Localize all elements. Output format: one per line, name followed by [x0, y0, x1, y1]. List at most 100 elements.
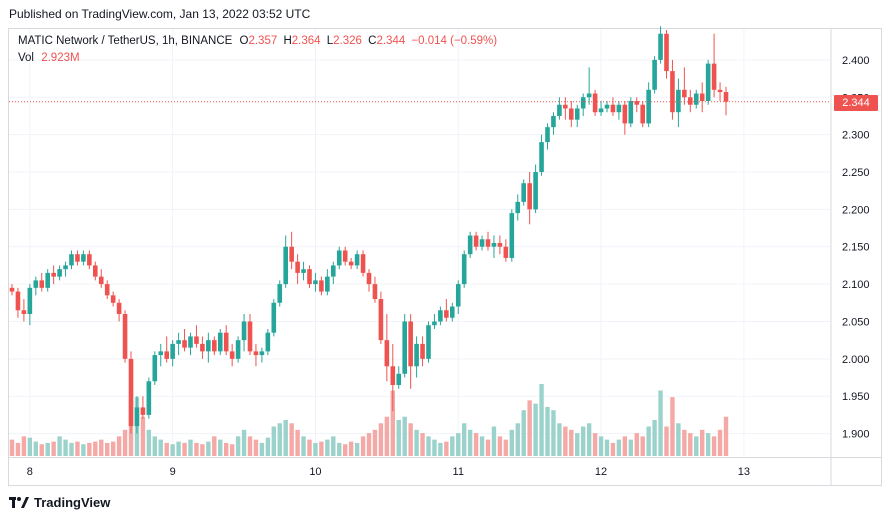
candle-body: [9, 287, 15, 292]
candle-body: [628, 101, 634, 124]
candle-body: [485, 239, 491, 247]
candle-body: [378, 299, 384, 341]
volume-bar: [682, 429, 687, 456]
volume-bar: [705, 433, 711, 456]
volume-bar: [497, 436, 503, 456]
published-caption: Published on TradingView.com, Jan 13, 20…: [9, 7, 311, 21]
candle-body: [253, 351, 259, 356]
candle-body: [604, 104, 610, 109]
volume-bar: [295, 429, 300, 456]
volume-bar: [420, 433, 425, 456]
volume-bar: [616, 439, 622, 456]
volume-bar: [539, 384, 544, 456]
volume-bar: [444, 441, 449, 456]
chart-frame: [8, 28, 882, 486]
volume-bar: [628, 439, 633, 456]
price-tick-label: 2.150: [842, 242, 870, 254]
volume-bar: [51, 441, 56, 456]
volume-bar: [694, 436, 699, 456]
candle-body: [51, 272, 56, 277]
volume-bar: [200, 444, 205, 456]
candle-body: [271, 302, 277, 333]
volume-bar: [188, 439, 193, 456]
candle-body: [134, 407, 140, 427]
candle-body: [616, 104, 622, 113]
open-label: O: [239, 35, 249, 47]
volume-bar: [646, 426, 651, 456]
candle-body: [289, 246, 294, 262]
volume-bar: [545, 406, 550, 456]
volume-bar: [700, 429, 705, 456]
volume-bar: [569, 429, 574, 456]
volume-bar: [331, 436, 336, 456]
candle-body: [247, 321, 253, 352]
volume-bar: [527, 400, 532, 456]
volume-bar: [194, 442, 199, 456]
price-tick-label: 2.050: [842, 316, 870, 328]
volume-bar: [146, 429, 152, 456]
time-tick-label: 11: [453, 466, 464, 478]
candle-body: [235, 340, 241, 359]
volume-bars: [9, 384, 729, 456]
high-label: H: [283, 35, 292, 47]
volume-bar: [622, 436, 628, 456]
candle-body: [557, 104, 562, 116]
volume-bar: [247, 436, 253, 456]
volume-bar: [122, 429, 128, 456]
volume-bar: [717, 429, 723, 456]
volume-bar: [116, 436, 122, 456]
price-axis: 2.4002.3502.3002.2502.2002.1502.1002.050…: [842, 55, 870, 441]
candle-body: [301, 269, 306, 273]
candle-body: [15, 291, 21, 311]
volume-bar: [57, 436, 62, 456]
volume-bar: [87, 442, 92, 456]
volume-bar: [670, 397, 675, 456]
candle-body: [551, 115, 556, 128]
volume-bar: [598, 436, 604, 456]
candle-body: [420, 343, 425, 359]
candle-body: [676, 89, 681, 113]
candle-body: [217, 332, 223, 352]
volume-bar: [723, 416, 729, 456]
volume-bar: [164, 442, 169, 456]
volume-bar: [283, 420, 288, 456]
candle-body: [295, 261, 300, 273]
candle-body: [325, 276, 330, 292]
volume-bar: [479, 436, 485, 456]
candle-body: [170, 343, 175, 359]
candle-body: [39, 280, 45, 288]
volume-bar: [259, 442, 265, 456]
tradingview-brand[interactable]: TradingView: [9, 495, 110, 510]
volume-bar: [551, 410, 556, 456]
volume-label: Vol: [18, 52, 34, 64]
candle-body: [27, 287, 33, 314]
volume-bar: [432, 439, 437, 456]
price-tick-label: 2.250: [842, 167, 870, 179]
candle-body: [336, 250, 342, 266]
volume-bar: [224, 442, 229, 456]
candle-body: [402, 321, 407, 374]
candle-body: [515, 201, 521, 214]
candle-body: [354, 254, 360, 266]
candle-body: [598, 108, 604, 113]
candle-body: [81, 254, 86, 262]
volume-bar: [277, 423, 282, 456]
volume-bar: [658, 390, 663, 456]
volume-bar: [81, 444, 86, 456]
candle-body: [259, 351, 265, 356]
volume-bar: [450, 436, 455, 456]
time-tick-label: 9: [170, 466, 176, 478]
open-value: 2.357: [248, 35, 278, 47]
candle-body: [45, 272, 50, 288]
candle-body: [69, 254, 74, 266]
change-value: −0.014 (−0.59%): [411, 35, 498, 47]
volume-bar: [301, 436, 306, 456]
candle-body: [396, 373, 402, 385]
candle-body: [390, 366, 396, 385]
candle-body: [342, 250, 348, 262]
volume-bar: [640, 436, 645, 456]
candle-body: [664, 33, 669, 72]
volume-bar: [27, 437, 33, 456]
price-tick-label: 2.200: [842, 204, 870, 216]
